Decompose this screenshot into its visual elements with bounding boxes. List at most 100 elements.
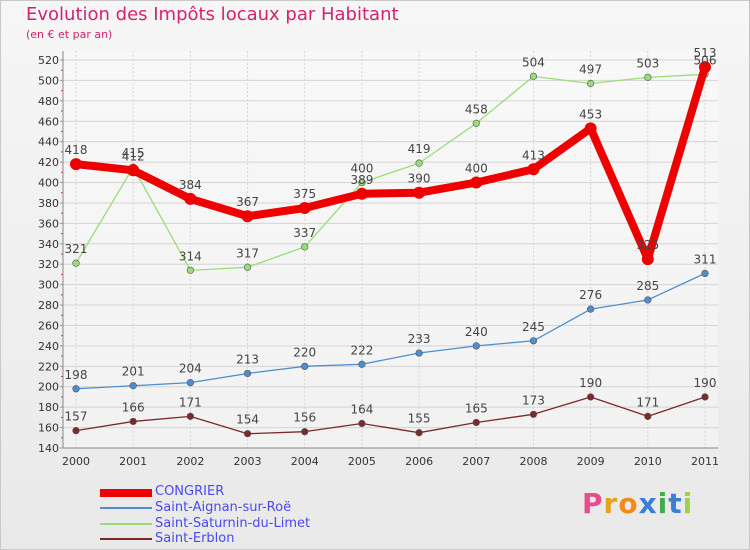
data-label: 155 [408,412,431,426]
data-label: 458 [465,102,488,116]
data-point [243,369,252,378]
data-point [186,379,194,387]
data-label: 245 [522,320,545,334]
data-label: 413 [522,148,545,162]
data-label: 419 [408,142,431,156]
data-point [527,163,540,176]
data-label: 157 [65,410,88,424]
data-label: 276 [579,288,602,302]
data-label: 400 [465,162,488,176]
y-tick-label: 300 [38,279,59,292]
x-tick-label: 2007 [462,455,490,468]
data-label: 156 [293,411,316,425]
y-tick-label: 140 [38,442,59,455]
y-tick-label: 460 [38,115,59,128]
data-label: 513 [694,46,717,60]
data-point [701,393,709,401]
series-line-0 [72,63,709,264]
data-point [587,79,595,88]
data-point [641,253,654,266]
data-point [644,73,652,81]
data-point [644,296,652,304]
data-point [584,122,597,135]
data-point [186,266,194,274]
data-label: 204 [179,362,202,376]
data-label: 400 [350,162,373,176]
data-label: 504 [522,55,545,69]
data-label: 173 [522,393,545,407]
x-tick-label: 2010 [634,455,662,468]
x-tick-label: 2004 [291,455,319,468]
data-label: 384 [179,178,202,192]
data-label: 171 [636,395,659,409]
data-point [529,72,538,80]
y-tick-label: 260 [38,319,59,332]
data-point [243,430,252,438]
y-tick-label: 200 [38,381,59,394]
data-point [413,186,426,199]
y-tick-label: 340 [38,238,59,251]
data-point [644,412,652,420]
data-label: 506 [694,53,717,67]
data-point [355,187,368,200]
y-tick-label: 380 [38,197,59,210]
data-label: 198 [65,368,88,382]
data-label: 201 [122,365,145,379]
data-label: 367 [236,195,259,209]
data-point [184,192,197,205]
data-label: 390 [408,172,431,186]
data-point [701,269,709,278]
logo-letter: P [582,487,604,520]
x-tick-label: 2003 [234,455,262,468]
y-tick-label: 320 [38,258,59,271]
data-point [415,429,423,437]
data-point [72,427,80,435]
data-point [70,158,82,171]
data-label: 164 [350,402,373,416]
data-point [472,119,480,127]
data-point [415,349,423,357]
data-label: 165 [465,401,488,415]
y-tick-label: 360 [38,217,59,230]
logo-letter: t [668,487,683,520]
y-tick-label: 400 [38,177,59,190]
y-tick-label: 480 [38,95,59,108]
data-point [358,178,366,187]
legend-swatch-saint-erblon [100,538,152,540]
data-point [72,385,80,393]
data-point [358,419,366,428]
logo-letter: o [618,487,639,520]
data-point [699,61,711,74]
legend-label-congrier: CONGRIER [155,484,225,499]
logo-letter: r [603,487,619,520]
data-label: 412 [122,149,145,163]
data-label: 190 [579,376,602,390]
chart-title: Evolution des Impôts locaux par Habitant [26,4,399,25]
legend-label-saint-aignan: Saint-Aignan-sur-Roë [155,500,292,515]
series-line-1 [75,272,706,390]
data-label: 190 [694,376,717,390]
y-tick-label: 440 [38,136,59,149]
data-point [186,412,194,420]
data-label: 285 [636,279,659,293]
legend-label-saint-erblon: Saint-Erblon [155,531,235,546]
legend-swatch-saint-aignan [100,507,152,509]
legend-label-saint-saturnin: Saint-Saturnin-du-Limet [155,516,311,531]
chart-subtitle: (en € et par an) [26,28,113,41]
data-label: 389 [350,173,373,187]
x-tick-label: 2009 [577,455,605,468]
data-label: 220 [293,345,316,359]
y-tick-label: 160 [38,422,59,435]
data-point [129,382,137,390]
data-point [529,410,538,418]
data-label: 415 [122,146,145,160]
data-point [472,342,480,350]
x-tick-label: 2001 [119,455,147,468]
x-tick-label: 2008 [519,455,547,468]
data-point [470,176,483,189]
data-label: 154 [236,413,259,427]
data-label: 325 [636,238,659,252]
legend-swatch-congrier [100,489,152,497]
